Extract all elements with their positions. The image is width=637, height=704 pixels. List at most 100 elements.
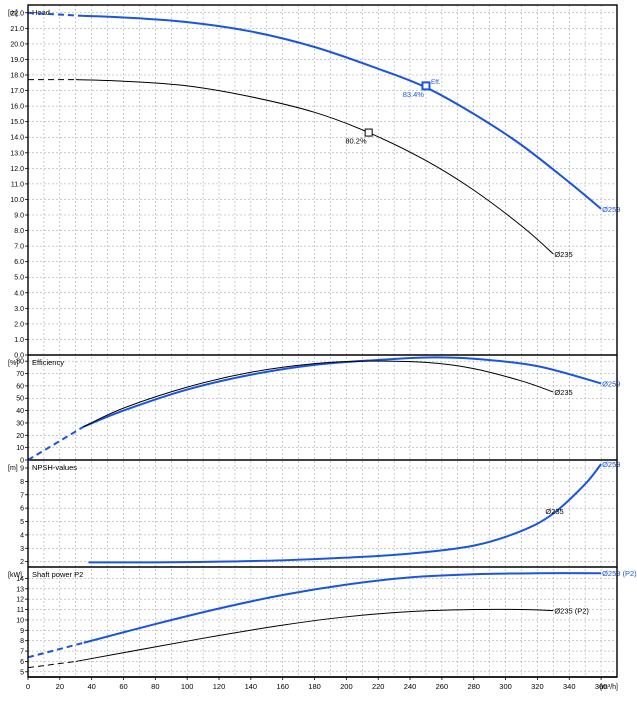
x-tick-label: 140 [245, 682, 258, 691]
series-line-dashed [27, 660, 76, 669]
series-line [75, 79, 554, 255]
panel-title: NPSH-values [32, 463, 77, 472]
y-tick-label: 9 [20, 628, 24, 635]
y-tick-label: 6.0 [14, 259, 24, 266]
y-tick-label: 40 [16, 408, 24, 415]
x-tick-label: 340 [563, 682, 576, 691]
y-tick-label: 8.0 [14, 228, 24, 235]
y-tick-label: 2 [20, 559, 24, 566]
y-tick-label: 7 [20, 649, 24, 656]
y-tick-label: 9.0 [14, 213, 24, 220]
chart-frame [27, 4, 618, 678]
y-tick-label: 17.0 [10, 88, 24, 95]
y-tick-label: 11 [17, 607, 24, 614]
x-tick-label: 40 [88, 682, 96, 691]
y-tick-label: 22.0 [10, 10, 24, 17]
y-tick-label: 16.0 [10, 104, 24, 111]
bep-label: 80.2% [345, 137, 367, 146]
y-tick-label: 6 [20, 506, 24, 513]
panel-title: Efficiency [32, 358, 64, 367]
x-tick-label: 100 [181, 682, 194, 691]
y-tick-label: 21.0 [10, 26, 24, 33]
panel-unit-label: [kW] [8, 572, 22, 579]
y-tick-label: 11.0 [11, 181, 24, 188]
series-label: Ø259 [602, 205, 620, 214]
x-tick-label: 120 [213, 682, 226, 691]
series-label: Ø259 [602, 460, 620, 469]
bep-marker [364, 128, 373, 137]
series-line [83, 572, 602, 644]
x-tick-label: 260 [436, 682, 449, 691]
y-tick-label: 4 [20, 532, 24, 539]
y-tick-label: 10 [16, 617, 24, 624]
x-tick-label: 160 [276, 682, 289, 691]
series-label: Ø259 [602, 379, 620, 388]
x-tick-label: 80 [151, 682, 159, 691]
series-line [88, 463, 602, 564]
y-tick-label: 5.0 [14, 275, 24, 282]
x-tick-label: 0 [26, 682, 30, 691]
x-tick-label: 200 [340, 682, 353, 691]
y-tick-label: 3 [20, 546, 24, 553]
y-tick-label: 13 [16, 586, 24, 593]
series-line-dashed [27, 425, 85, 461]
curve-label: Ø235 [545, 507, 563, 516]
panel-title: Head [32, 8, 50, 17]
y-tick-label: 7.0 [14, 244, 24, 251]
y-tick-label: 14 [16, 576, 24, 583]
y-tick-label: 80 [16, 359, 24, 366]
y-tick-label: 8 [20, 638, 24, 645]
series-label: Ø259 (P2) [602, 569, 637, 578]
y-tick-label: 30 [16, 420, 24, 427]
y-tick-label: 13.0 [10, 150, 24, 157]
x-tick-label: 240 [404, 682, 417, 691]
series-line [83, 360, 554, 428]
series-label: Ø235 [554, 388, 572, 397]
y-tick-label: 6 [20, 659, 24, 666]
panel-unit-label: [%] [8, 360, 18, 367]
x-tick-label: 360 [595, 682, 608, 691]
y-tick-label: 20 [16, 433, 24, 440]
y-tick-label: 9 [20, 466, 24, 473]
y-tick-label: 0.0 [14, 353, 24, 360]
y-tick-label: 3.0 [14, 306, 24, 313]
y-tick-label: 7 [20, 492, 24, 499]
y-tick-label: 19.0 [10, 57, 24, 64]
x-unit-label: [m³/h] [600, 684, 618, 691]
bep-eff-label: Eff. [431, 79, 441, 86]
x-tick-label: 280 [467, 682, 480, 691]
panel-title: Shaft power P2 [32, 570, 83, 579]
y-tick-label: 60 [16, 383, 24, 390]
bep-marker [421, 81, 431, 91]
y-tick-label: 14.0 [10, 135, 24, 142]
y-tick-label: 2.0 [14, 321, 24, 328]
series-line [75, 608, 554, 662]
y-tick-label: 4.0 [14, 290, 24, 297]
series-line [83, 14, 602, 210]
panel-unit-label: [m] [8, 10, 18, 17]
bep-label: 83.4% [403, 90, 425, 99]
x-tick-label: 180 [308, 682, 321, 691]
y-tick-label: 12 [16, 597, 24, 604]
y-tick-label: 15.0 [10, 119, 24, 126]
y-tick-label: 12.0 [10, 166, 24, 173]
y-tick-label: 10.0 [10, 197, 24, 204]
panel-unit-label: [m] [8, 465, 18, 472]
y-tick-label: 5 [20, 669, 24, 676]
y-tick-label: 1.0 [14, 337, 24, 344]
y-tick-label: 70 [16, 371, 24, 378]
x-tick-label: 220 [372, 682, 385, 691]
y-tick-label: 50 [16, 396, 24, 403]
x-tick-label: 320 [531, 682, 544, 691]
series-label: Ø235 (P2) [554, 607, 589, 616]
series-line-dashed [27, 641, 84, 659]
x-tick-label: 300 [499, 682, 512, 691]
y-tick-label: 5 [20, 519, 24, 526]
y-tick-label: 8 [20, 479, 24, 486]
x-tick-label: 20 [56, 682, 64, 691]
series-label: Ø235 [554, 250, 572, 259]
x-tick-label: 60 [119, 682, 127, 691]
y-tick-label: 18.0 [10, 73, 24, 80]
